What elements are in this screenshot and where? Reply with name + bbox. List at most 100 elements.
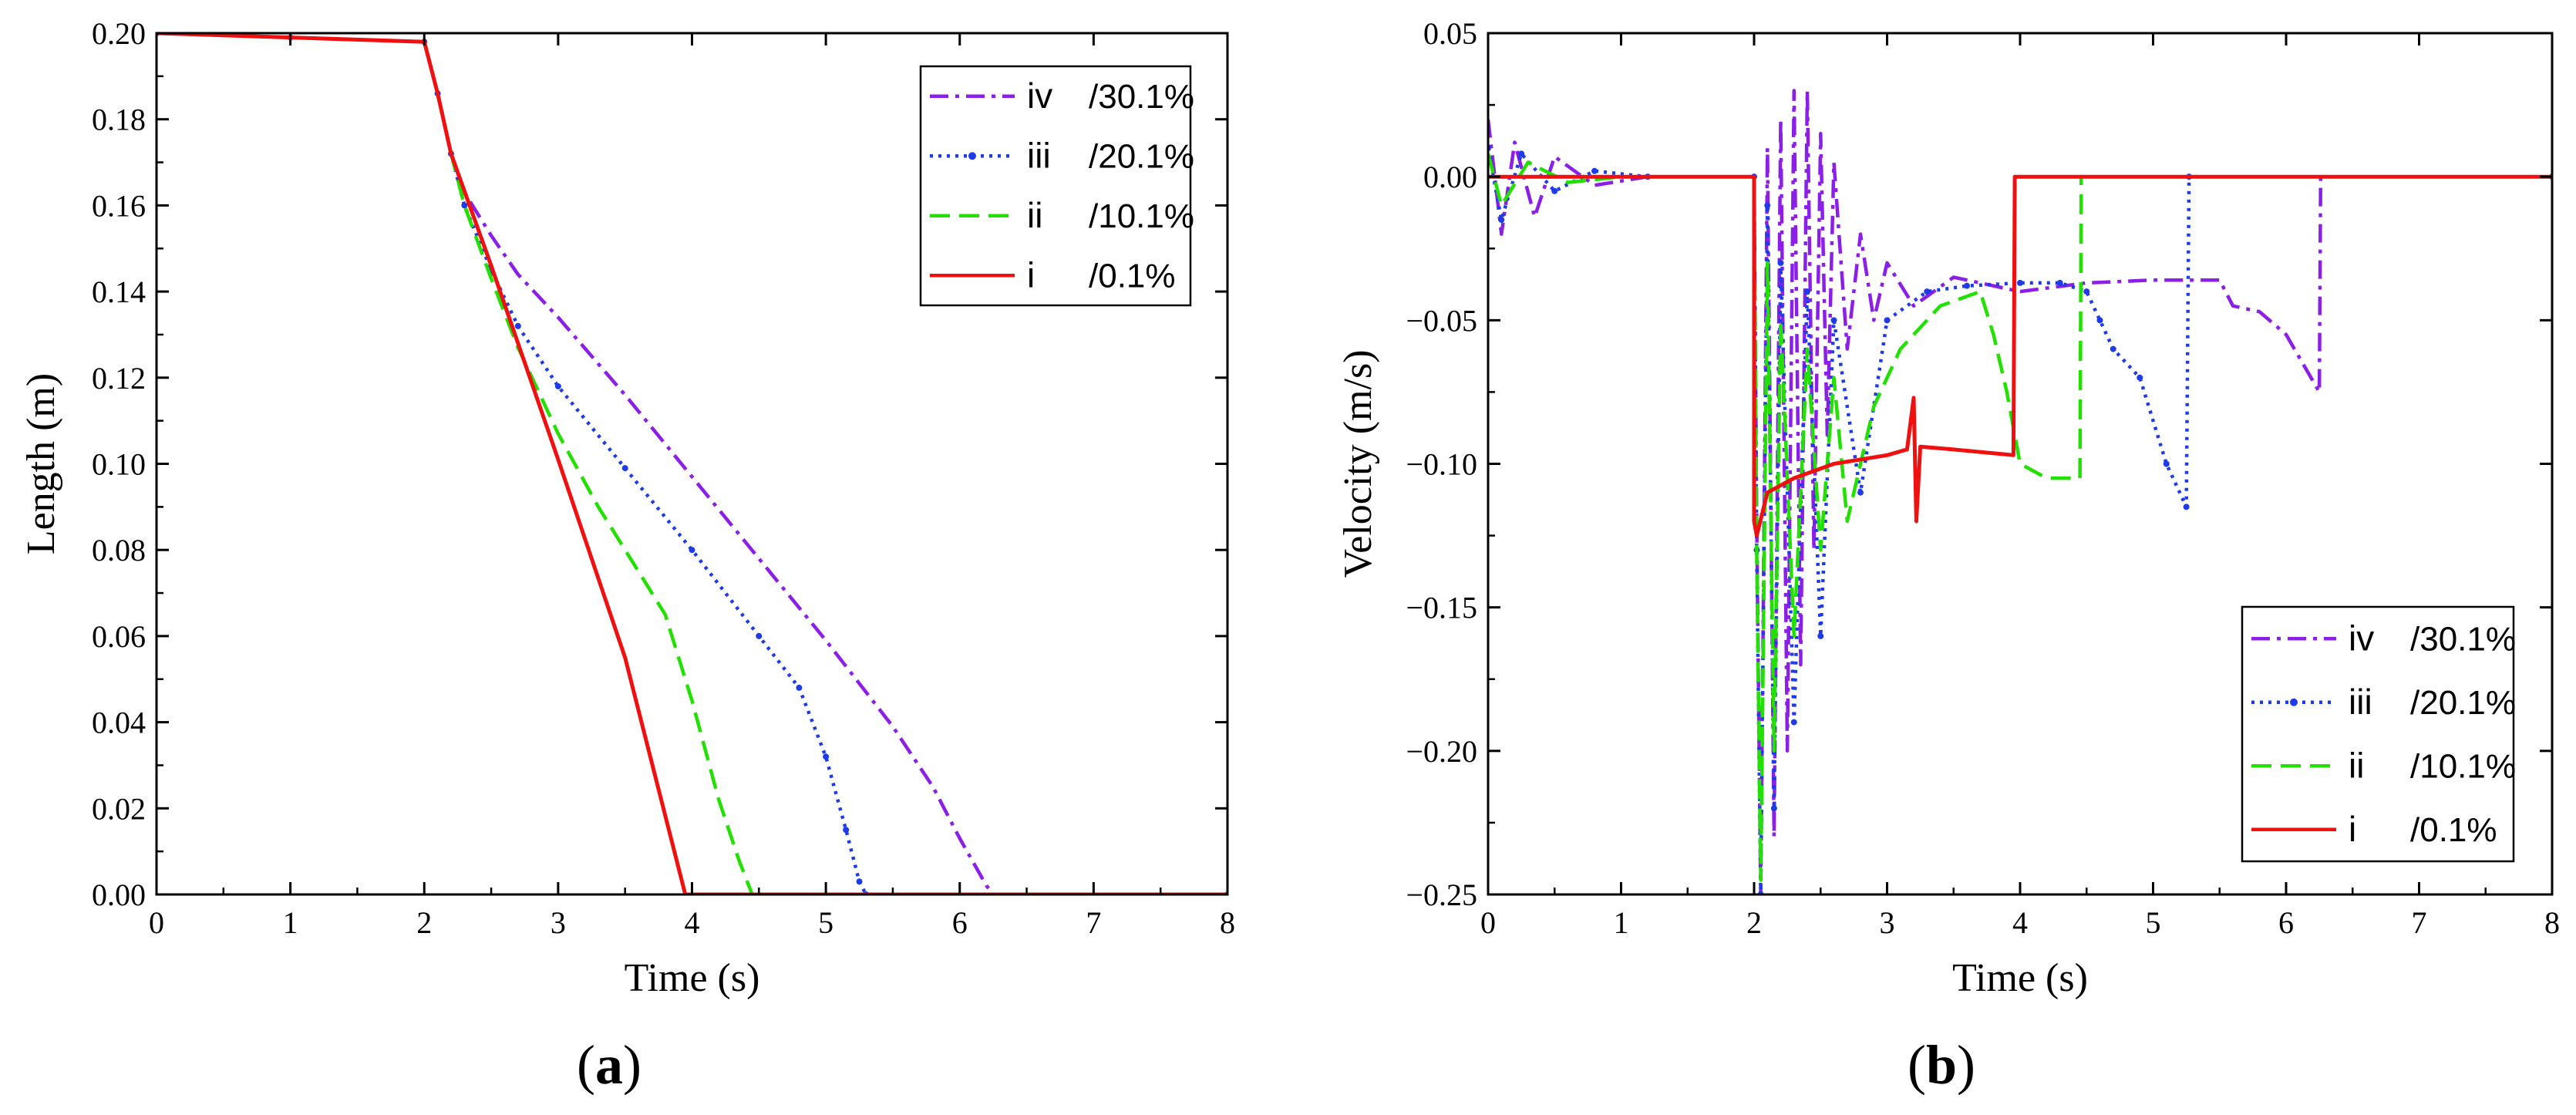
series-point-iii — [756, 632, 763, 639]
y-axis-label: Velocity (m/s) — [1336, 349, 1380, 578]
y-tick-label: 0.02 — [92, 791, 146, 826]
series-point-iii — [2110, 345, 2116, 352]
legend-name-iii: iii — [2349, 682, 2372, 722]
legend-label-iv: /30.1% — [1089, 78, 1194, 116]
legend-label-iii: /20.1% — [1089, 137, 1194, 175]
y-tick-label: −0.05 — [1406, 303, 1477, 338]
y-tick-label: 0.05 — [1423, 16, 1477, 51]
legend: iv/30.1% iii/20.1% ii/10.1% i/0.1% — [2241, 605, 2516, 863]
series-point-iii — [796, 684, 803, 691]
x-tick-label: 0 — [1480, 905, 1496, 940]
y-tick-label: 0.18 — [92, 103, 146, 137]
legend-box — [2241, 605, 2515, 863]
panel-b-label: (b) — [1908, 1034, 1976, 1096]
legend-label-iii: /20.1% — [2410, 684, 2516, 722]
y-tick-label: −0.20 — [1406, 734, 1477, 769]
chart-panel-a: 0 1 2 3 4 5 6 7 8 0.00 0.02 0.04 0.06 0.08 0.10 0.12 0.1… — [19, 16, 1235, 1000]
y-tick-label: 0.14 — [92, 275, 146, 309]
legend-name-i: i — [2349, 809, 2356, 849]
series-point-iii — [2137, 374, 2143, 381]
y-tick-label: 0.12 — [92, 361, 146, 396]
series-point-iii — [1591, 167, 1598, 174]
x-tick-label: 8 — [2544, 905, 2560, 940]
y-axis-label: Length (m) — [19, 373, 63, 554]
x-tick-label: 2 — [416, 905, 432, 940]
series-point-iii — [689, 547, 695, 554]
series-point-iii — [2017, 279, 2023, 286]
legend-label-i: /0.1% — [2410, 811, 2497, 849]
series-line-i — [1488, 174, 2552, 538]
y-tick-label: 0.04 — [92, 706, 146, 740]
series-point-iii — [2056, 279, 2063, 286]
series-point-iii — [856, 878, 863, 885]
series-point-iii — [2083, 288, 2090, 295]
y-tick-label: −0.25 — [1406, 878, 1477, 912]
panel-a-label: (a) — [577, 1034, 641, 1096]
legend-box — [919, 65, 1192, 307]
x-tick-label: 6 — [952, 905, 968, 940]
series-point-iii — [1518, 150, 1525, 157]
chart-panel-b: 0 1 2 3 4 5 6 7 8 −0.25 −0.20 −0.15 −0.10 −0.05 0.00 0.… — [1336, 16, 2560, 1000]
x-tick-label: 8 — [1220, 905, 1235, 940]
series-point-iii — [621, 465, 628, 472]
series-line-iv — [157, 33, 1227, 894]
y-tick-label: 0.06 — [92, 619, 146, 654]
legend-label-i: /0.1% — [1089, 257, 1176, 295]
legend-name-iv: iv — [1027, 76, 1052, 116]
legend-name-iv: iv — [2349, 618, 2374, 658]
y-tick-label: 0.10 — [92, 447, 146, 482]
y-tick-label: 0.16 — [92, 188, 146, 223]
x-tick-label: 3 — [551, 905, 566, 940]
x-tick-label: 2 — [1746, 905, 1762, 940]
series-point-iii — [2163, 460, 2170, 467]
series-point-iii — [1857, 489, 1864, 496]
legend-marker-iii — [2290, 698, 2298, 706]
x-tick-label: 5 — [818, 905, 833, 940]
series-point-iii — [1817, 632, 1824, 639]
x-tick-label: 3 — [1880, 905, 1895, 940]
y-tick-label: 0.08 — [92, 533, 146, 568]
series-point-iii — [823, 753, 830, 760]
series-point-iii — [461, 202, 468, 209]
series-point-iii — [514, 322, 521, 329]
legend-label-iv: /30.1% — [2410, 620, 2516, 658]
series-point-iii — [1964, 282, 1970, 289]
x-tick-label: 4 — [685, 905, 700, 940]
y-tick-label: 0.00 — [1423, 160, 1477, 194]
series-point-iii — [1777, 259, 1784, 266]
series-point-iii — [2096, 317, 2103, 324]
series-point-iii — [1764, 202, 1771, 209]
legend-marker-iii — [968, 152, 976, 160]
legend-name-ii: ii — [2349, 745, 2364, 785]
x-axis-label: Time (s) — [1952, 956, 2088, 1000]
series-point-iii — [2183, 504, 2190, 510]
series-group — [157, 33, 1227, 894]
legend-name-ii: ii — [1027, 195, 1042, 235]
series-group — [1488, 89, 2552, 894]
legend: iv/30.1% iii/20.1% ii/10.1% i/0.1% — [919, 65, 1194, 307]
y-tick-label: −0.15 — [1406, 591, 1477, 625]
x-axis-label: Time (s) — [625, 956, 760, 1000]
x-tick-label: 6 — [2278, 905, 2294, 940]
x-tick-label: 5 — [2146, 905, 2161, 940]
series-point-iii — [554, 382, 561, 389]
series-line-i — [157, 33, 1227, 894]
series-point-iii — [843, 827, 850, 834]
legend-name-iii: iii — [1027, 135, 1051, 175]
x-tick-label: 0 — [149, 905, 164, 940]
series-point-iii — [1884, 317, 1891, 324]
y-tick-label: −0.10 — [1406, 447, 1477, 482]
series-point-iii — [1790, 719, 1797, 726]
series-point-iii — [1830, 317, 1837, 324]
series-point-iii — [1770, 805, 1777, 812]
legend-name-i: i — [1027, 254, 1035, 295]
legend-label-ii: /10.1% — [2410, 747, 2516, 785]
x-tick-label: 7 — [1086, 905, 1101, 940]
series-point-iii — [1804, 288, 1810, 295]
x-tick-label: 4 — [2012, 905, 2028, 940]
x-tick-label: 1 — [283, 905, 298, 940]
x-tick-label: 7 — [2412, 905, 2427, 940]
series-point-iii — [1551, 187, 1558, 194]
series-point-iii — [1498, 217, 1505, 224]
